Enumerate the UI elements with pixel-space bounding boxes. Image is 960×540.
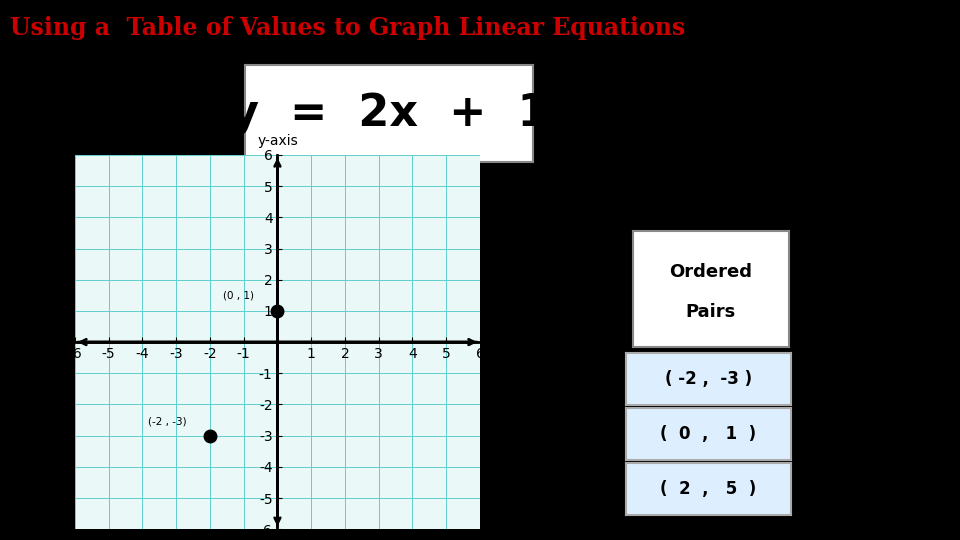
Text: y  =  2x  +  1: y = 2x + 1 <box>229 92 548 135</box>
Text: (  2  ,   5  ): ( 2 , 5 ) <box>660 480 756 498</box>
Text: Using a  Table of Values to Graph Linear Equations: Using a Table of Values to Graph Linear … <box>10 16 684 40</box>
Text: (  0  ,   1  ): ( 0 , 1 ) <box>660 425 756 443</box>
Text: ( -2 ,  -3 ): ( -2 , -3 ) <box>665 370 752 388</box>
Text: y-axis: y-axis <box>257 134 298 148</box>
Text: x-axis: x-axis <box>483 335 524 349</box>
Text: (-2 , -3): (-2 , -3) <box>148 417 186 427</box>
Text: (0 , 1): (0 , 1) <box>223 291 253 300</box>
Text: Pairs: Pairs <box>685 303 736 321</box>
Text: Ordered: Ordered <box>669 263 753 281</box>
